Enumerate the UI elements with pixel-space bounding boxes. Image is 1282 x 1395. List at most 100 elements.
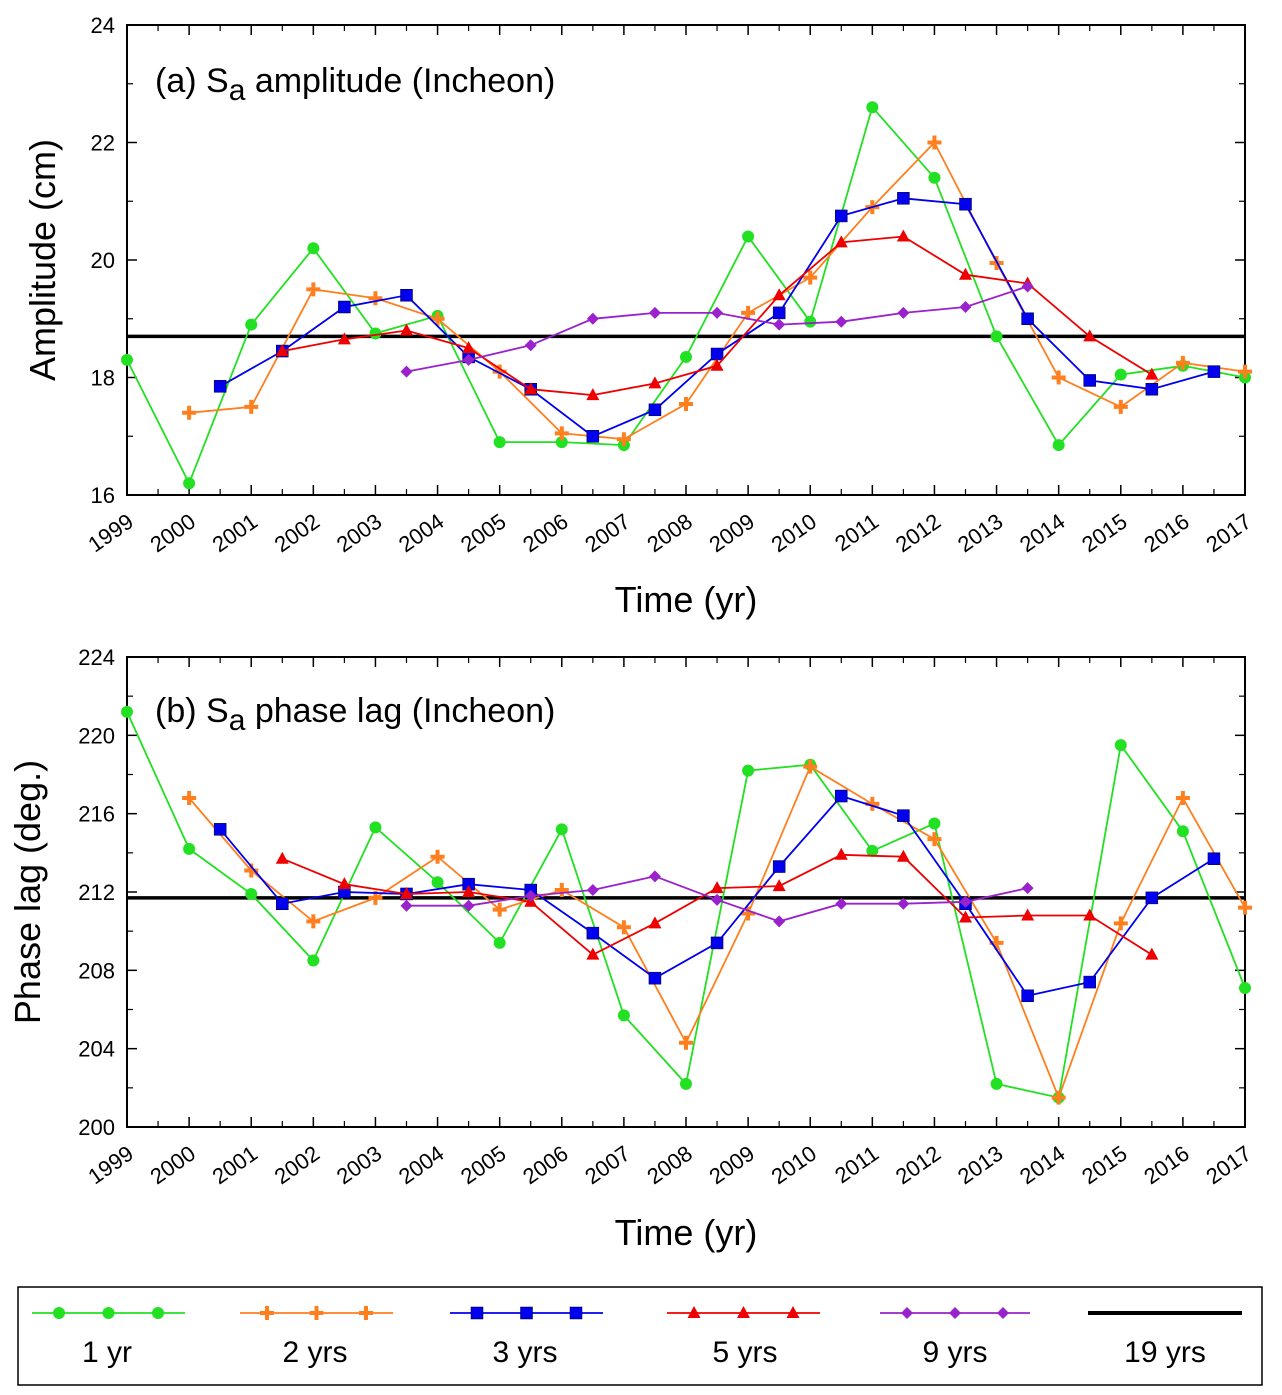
data-point-3-yrs: [400, 289, 413, 302]
data-point-2-yrs: [616, 920, 631, 935]
data-point-9-yrs: [400, 365, 413, 378]
data-point-3-yrs: [835, 209, 848, 223]
data-point-1-yr: [928, 817, 941, 830]
series-line-1-yr: [126, 105, 1246, 486]
legend-label: 5 yrs: [712, 1336, 777, 1369]
legend-marker: [786, 1306, 800, 1318]
data-point-9-yrs: [586, 884, 599, 897]
data-point-1-yr: [1239, 981, 1251, 994]
y-axis-title: Amplitude (cm): [22, 139, 63, 381]
x-tick-label: 2007: [580, 509, 634, 558]
legend-label: 9 yrs: [922, 1336, 987, 1369]
data-point-5-yrs: [1083, 329, 1097, 342]
x-tick-label: 2001: [208, 509, 262, 558]
data-point-1-yr: [183, 477, 196, 490]
data-point-1-yr: [680, 350, 692, 363]
data-point-3-yrs: [213, 823, 227, 836]
series-2-yrs: [182, 759, 1252, 1105]
data-point-2-yrs: [182, 791, 197, 805]
x-tick-label: 2008: [642, 509, 696, 558]
data-point-5-yrs: [834, 235, 848, 248]
legend-marker: [901, 1307, 913, 1319]
data-point-2-yrs: [1051, 370, 1066, 385]
x-tick-label: 2011: [830, 1141, 883, 1189]
data-point-1-yr: [369, 327, 382, 340]
x-tick-label: 2002: [270, 509, 324, 558]
x-tick-label: 2016: [1139, 509, 1193, 558]
data-point-2-yrs: [1113, 916, 1128, 931]
legend-entry-1-yr: 1 yr: [32, 1307, 185, 1369]
data-point-3-yrs: [1145, 383, 1159, 396]
series-5-yrs: [275, 229, 1159, 401]
data-point-2-yrs: [368, 291, 383, 306]
legend-marker: [260, 1306, 274, 1320]
data-point-5-yrs: [400, 323, 413, 336]
data-point-3-yrs: [648, 403, 662, 417]
legend-marker: [53, 1307, 65, 1319]
data-point-1-yr: [866, 844, 879, 857]
x-tick-label: 2015: [1077, 509, 1131, 558]
data-point-1-yr: [431, 876, 444, 889]
legend-label: 1 yr: [82, 1336, 132, 1369]
data-point-3-yrs: [1207, 365, 1221, 378]
y-tick-label: 204: [78, 1037, 115, 1062]
data-point-2-yrs: [244, 399, 259, 414]
data-point-3-yrs: [772, 306, 786, 320]
data-point-3-yrs: [1021, 312, 1034, 325]
data-point-9-yrs: [586, 312, 599, 325]
data-point-9-yrs: [711, 893, 724, 906]
data-point-9-yrs: [524, 339, 537, 352]
x-tick-label: 2007: [580, 1141, 634, 1190]
data-point-1-yr: [307, 954, 320, 967]
panel-title: (b) Sa phase lag (Incheon): [155, 692, 555, 737]
y-tick-label: 220: [78, 723, 115, 748]
x-tick-label: 2005: [456, 1141, 510, 1190]
legend-label: 19 yrs: [1124, 1336, 1206, 1369]
x-tick-label: 2011: [830, 509, 883, 557]
data-point-3-yrs: [1083, 374, 1096, 387]
data-point-5-yrs: [1083, 908, 1097, 921]
x-tick-label: 2012: [891, 509, 945, 558]
data-point-2-yrs: [306, 914, 321, 929]
data-point-3-yrs: [835, 789, 848, 803]
x-tick-label: 2004: [394, 1141, 448, 1190]
legend-marker: [687, 1306, 701, 1318]
x-tick-label: 2005: [456, 509, 510, 558]
data-point-2-yrs: [927, 135, 942, 150]
data-point-5-yrs: [524, 382, 538, 395]
data-point-1-yr: [1052, 439, 1065, 452]
panel-title-prefix: (a) S: [155, 62, 229, 100]
data-point-9-yrs: [959, 895, 972, 908]
data-point-9-yrs: [835, 897, 848, 910]
data-point-9-yrs: [648, 306, 661, 319]
data-point-3-yrs: [772, 860, 786, 873]
x-tick-label: 2014: [1015, 509, 1069, 558]
data-point-2-yrs: [430, 311, 445, 326]
y-tick-label: 16: [91, 483, 115, 508]
data-point-3-yrs: [648, 971, 662, 985]
panel-title-subscript: a: [229, 74, 246, 107]
data-point-5-yrs: [1145, 947, 1159, 960]
x-tick-label: 2013: [953, 509, 1007, 558]
y-tick-label: 18: [91, 366, 115, 391]
data-point-2-yrs: [803, 270, 818, 285]
x-axis-title: Time (yr): [615, 1212, 758, 1253]
data-point-9-yrs: [773, 318, 786, 331]
data-point-3-yrs: [710, 936, 724, 950]
data-point-9-yrs: [1021, 280, 1034, 293]
data-point-1-yr: [369, 821, 382, 834]
data-point-5-yrs: [772, 288, 786, 301]
series-2-yrs: [182, 135, 1252, 447]
legend-entry-3-yrs: 3 yrs: [450, 1306, 603, 1369]
data-point-3-yrs: [338, 300, 351, 314]
data-point-9-yrs: [524, 889, 537, 902]
legend-entry-19-yrs: 19 yrs: [1088, 1311, 1242, 1369]
legend-entry-9-yrs: 9 yrs: [880, 1307, 1030, 1369]
data-point-2-yrs: [679, 1035, 693, 1050]
y-axis-title: Phase lag (deg.): [7, 760, 48, 1024]
data-point-3-yrs: [1021, 989, 1034, 1003]
data-point-1-yr: [555, 823, 568, 836]
x-tick-label: 2013: [953, 1141, 1007, 1190]
